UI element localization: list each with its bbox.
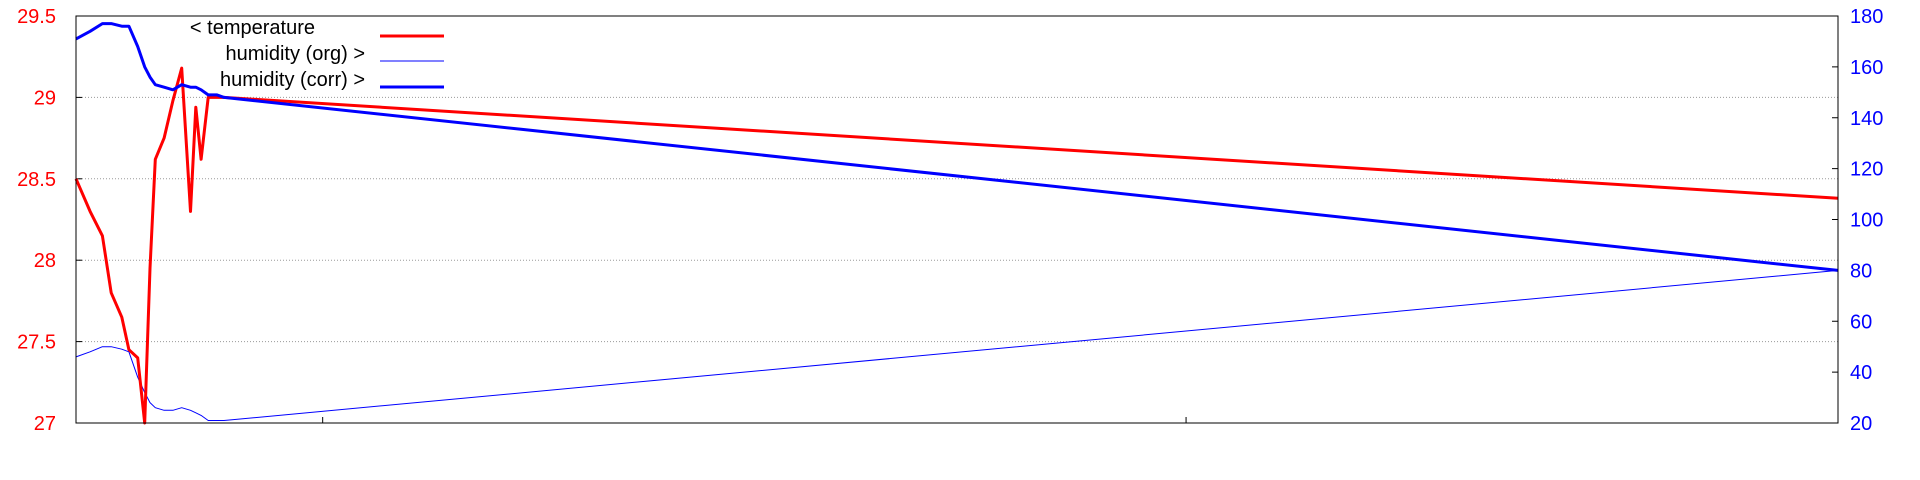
series-lines	[74, 22, 1839, 425]
left-axis-ticks: 27 27.5 28 28.5 29 29.5	[17, 6, 82, 435]
right-tick-label: 140	[1850, 108, 1883, 130]
right-tick-label: 20	[1850, 413, 1872, 435]
right-tick-label: 180	[1850, 6, 1883, 28]
left-tick-label: 29	[34, 87, 56, 109]
legend-label-temperature: < temperature	[190, 17, 315, 39]
right-tick-label: 120	[1850, 159, 1883, 181]
x-axis-ticks	[322, 417, 1187, 423]
right-tick-label: 60	[1850, 311, 1872, 333]
right-tick-label: 80	[1850, 260, 1872, 282]
left-tick-label: 29.5	[17, 6, 56, 28]
left-tick-label: 27	[34, 413, 56, 435]
grid-lines	[76, 96, 1838, 343]
right-tick-label: 40	[1850, 362, 1872, 384]
left-tick-label: 28	[34, 250, 56, 272]
left-tick-label: 27.5	[17, 332, 56, 354]
right-tick-label: 100	[1850, 210, 1883, 232]
left-tick-label: 28.5	[17, 169, 56, 191]
right-tick-label: 160	[1850, 57, 1883, 79]
series-line-humidity-org	[75, 269, 1839, 421]
series-line-humidity-corr	[75, 22, 1839, 272]
legend: < temperature humidity (org) > humidity …	[190, 17, 444, 91]
legend-label-humidity-org: humidity (org) >	[226, 43, 366, 65]
series-line-temperature	[74, 66, 1839, 425]
legend-label-humidity-corr: humidity (corr) >	[220, 69, 365, 91]
plot-frame	[75, 15, 1839, 424]
right-axis-ticks: 20 40 60 80 100 120 140 160 180	[1832, 6, 1883, 435]
